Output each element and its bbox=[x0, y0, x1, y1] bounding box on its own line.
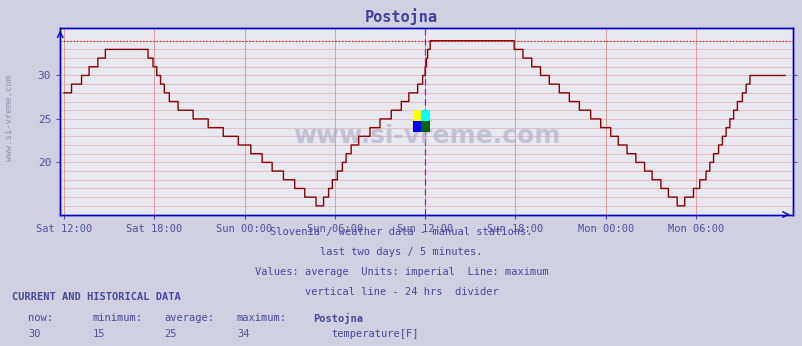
Bar bbox=[412, 121, 421, 132]
Text: now:: now: bbox=[28, 313, 53, 323]
Text: Postojna: Postojna bbox=[365, 9, 437, 26]
Text: 15: 15 bbox=[92, 329, 105, 339]
Text: average:: average: bbox=[164, 313, 214, 323]
Text: temperature[F]: temperature[F] bbox=[331, 329, 419, 339]
Bar bbox=[412, 110, 421, 121]
Text: last two days / 5 minutes.: last two days / 5 minutes. bbox=[320, 247, 482, 257]
Text: vertical line - 24 hrs  divider: vertical line - 24 hrs divider bbox=[304, 287, 498, 297]
Text: 34: 34 bbox=[237, 329, 249, 339]
Bar bbox=[421, 110, 430, 121]
Text: www.si-vreme.com: www.si-vreme.com bbox=[292, 124, 560, 148]
Text: CURRENT AND HISTORICAL DATA: CURRENT AND HISTORICAL DATA bbox=[12, 292, 180, 302]
Text: maximum:: maximum: bbox=[237, 313, 286, 323]
Text: Postojna: Postojna bbox=[313, 313, 363, 324]
Text: Slovenia / weather data - manual stations.: Slovenia / weather data - manual station… bbox=[270, 227, 532, 237]
Text: minimum:: minimum: bbox=[92, 313, 142, 323]
Text: Values: average  Units: imperial  Line: maximum: Values: average Units: imperial Line: ma… bbox=[254, 267, 548, 277]
Text: 25: 25 bbox=[164, 329, 177, 339]
Bar bbox=[421, 121, 430, 132]
Text: www.si-vreme.com: www.si-vreme.com bbox=[5, 75, 14, 161]
Text: 30: 30 bbox=[28, 329, 41, 339]
